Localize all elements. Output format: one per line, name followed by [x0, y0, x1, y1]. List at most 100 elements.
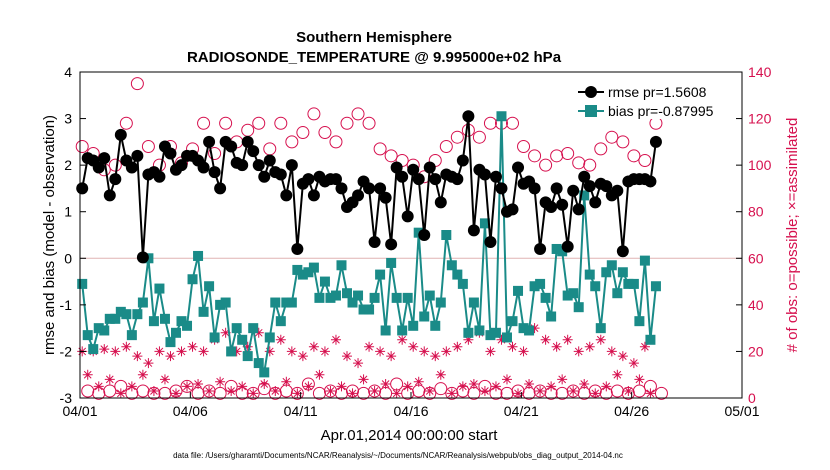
bias-point — [193, 250, 204, 261]
bias-point — [606, 260, 617, 271]
assimilated-point — [513, 388, 524, 399]
assimilated-point — [485, 346, 496, 357]
rmse-point — [374, 182, 387, 195]
rmse-point — [495, 182, 508, 195]
bias-point — [248, 323, 259, 334]
left-axis: -3 -2 -1 0 1 2 3 4 — [60, 64, 86, 406]
assimilated-point — [501, 374, 512, 385]
possible-point — [373, 142, 387, 156]
assimilated-point — [275, 334, 286, 345]
bias-point — [474, 325, 485, 336]
rmse-point — [396, 170, 409, 183]
assimilated-point — [259, 379, 270, 390]
rmse-point — [412, 173, 425, 186]
rmse-point — [335, 182, 348, 195]
assimilated-point — [281, 376, 292, 387]
assimilated-point — [104, 374, 115, 385]
rmse-point — [600, 180, 613, 193]
assimilated-point — [82, 369, 93, 380]
bias-point — [342, 288, 353, 299]
rmse-point — [153, 170, 166, 183]
assimilated-point — [402, 381, 413, 392]
bias-point — [628, 278, 639, 289]
bias-point — [546, 311, 557, 322]
assimilated-point — [606, 346, 617, 357]
assimilated-point — [93, 381, 104, 392]
bias-point — [485, 330, 496, 341]
possible-point — [318, 126, 332, 140]
possible-point — [654, 386, 668, 400]
assimilated-point — [330, 334, 341, 345]
possible-point — [246, 386, 260, 400]
rmse-point — [302, 173, 315, 186]
bias-point — [319, 276, 330, 287]
rmse-series — [76, 110, 662, 264]
bias-point — [507, 316, 518, 327]
bias-point — [253, 358, 264, 369]
bias-point — [408, 320, 419, 331]
possible-point — [290, 386, 304, 400]
possible-point — [616, 135, 630, 149]
assimilated-point — [557, 374, 568, 385]
bias-point — [242, 351, 253, 362]
assimilated-point — [634, 374, 645, 385]
assimilated-point — [154, 346, 165, 357]
assimilated-point — [590, 388, 601, 399]
rmse-point — [125, 161, 138, 174]
bias-point — [457, 278, 468, 289]
rmse-point — [512, 161, 525, 174]
possible-point — [627, 149, 641, 163]
assimilated-point — [457, 381, 468, 392]
rmse-point — [451, 173, 464, 186]
assimilated-point — [380, 379, 391, 390]
possible-point — [384, 149, 398, 163]
assimilated-point — [137, 369, 148, 380]
assimilated-point — [176, 346, 187, 357]
rmse-point — [274, 168, 287, 181]
bias-point — [479, 218, 490, 229]
assimilated-point — [468, 379, 479, 390]
rmse-point — [214, 182, 227, 195]
possible-point — [213, 386, 227, 400]
rmse-point — [534, 242, 547, 255]
legend-rmse-marker — [585, 86, 597, 98]
y-right-tick-label: 60 — [748, 250, 764, 266]
y-right-tick-label: 120 — [748, 111, 772, 127]
y-tick-label: 2 — [64, 157, 72, 173]
rmse-point — [550, 182, 563, 195]
bias-point — [463, 327, 474, 338]
assimilated-point — [132, 351, 143, 362]
rmse-point — [352, 189, 365, 202]
bias-series — [77, 111, 661, 378]
assimilated-point — [391, 388, 402, 399]
assimilated-point — [507, 341, 518, 352]
rmse-point — [103, 189, 116, 202]
bias-point — [314, 292, 325, 303]
y-tick-label: 4 — [64, 64, 72, 80]
rmse-point — [363, 182, 376, 195]
assimilated-point — [452, 341, 463, 352]
rmse-point — [241, 135, 254, 148]
bias-point — [77, 278, 88, 289]
rmse-point — [407, 163, 420, 176]
assimilated-point — [518, 346, 529, 357]
bias-point — [330, 290, 341, 301]
rmse-point — [401, 210, 414, 223]
bias-point — [501, 332, 512, 343]
assimilated-point — [325, 386, 336, 397]
assimilated-point — [386, 351, 397, 362]
possible-point — [506, 116, 520, 130]
chart-title: Southern Hemisphere — [296, 29, 452, 46]
bias-point — [303, 267, 314, 278]
assimilated-point — [204, 386, 215, 397]
bias-point — [529, 281, 540, 292]
bias-point — [165, 337, 176, 348]
bias-point — [99, 325, 110, 336]
rmse-point — [225, 140, 238, 153]
assimilated-point — [529, 323, 540, 334]
bias-point — [513, 285, 524, 296]
y-tick-label: -1 — [60, 297, 73, 313]
assimilated-point — [546, 381, 557, 392]
rmse-point — [164, 147, 177, 160]
assimilated-point — [540, 334, 551, 345]
